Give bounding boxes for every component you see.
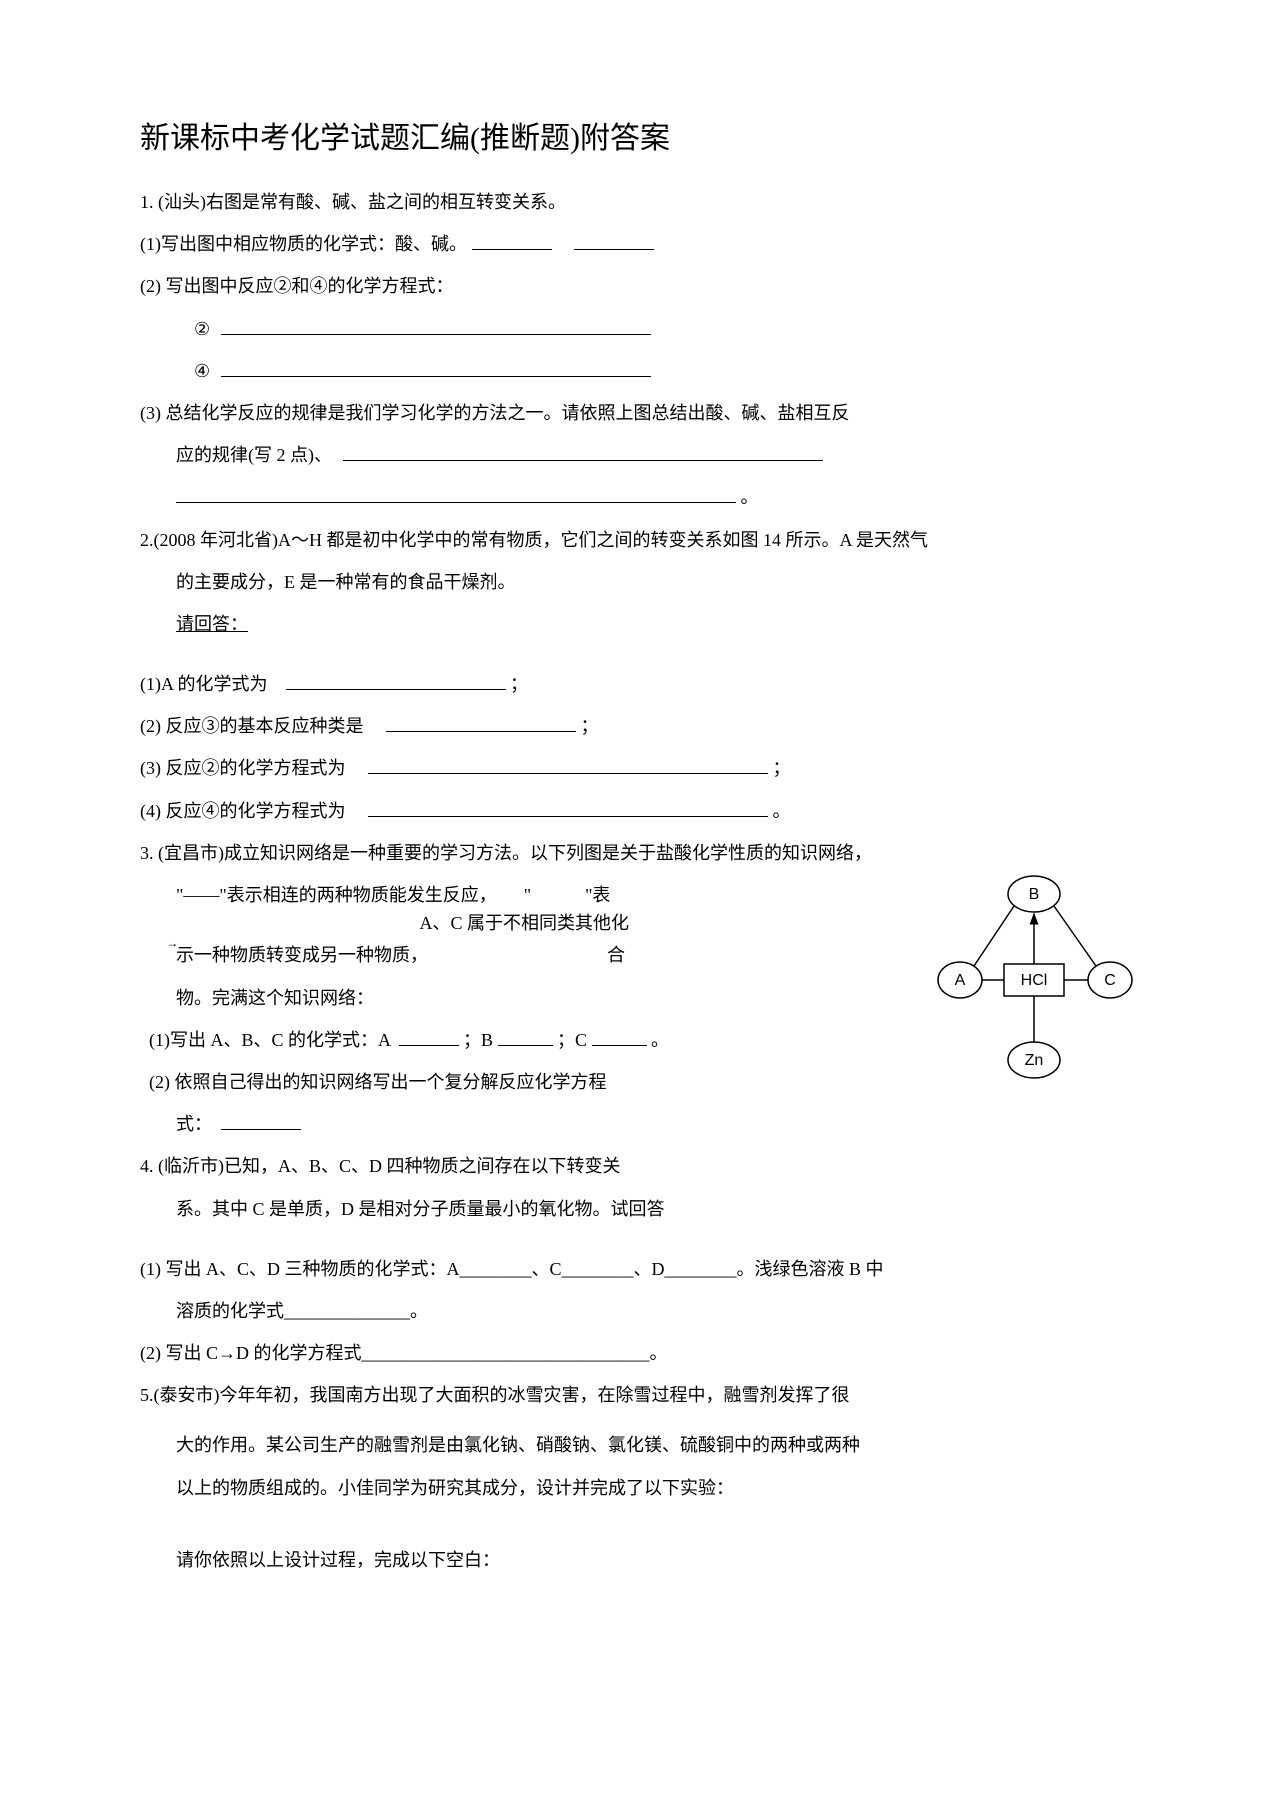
q3-p2-a: (2) 依照自己得出的知识网络写出一个复分解反应化学方程 bbox=[140, 1065, 780, 1099]
blank bbox=[286, 671, 506, 690]
q3-line2-a: 示一种物质转变成另一种物质， bbox=[176, 945, 428, 965]
q1-part2-b: ④ bbox=[194, 361, 210, 381]
q2-semi1: ； bbox=[510, 674, 528, 694]
q2-p1-line: (1)A 的化学式为 ； bbox=[140, 667, 1134, 701]
q1-part3-b: 应的规律(写 2 点)、 bbox=[176, 445, 332, 465]
spacer bbox=[140, 649, 1134, 667]
blank bbox=[176, 484, 736, 503]
q3-p2-b: 式： bbox=[176, 1114, 212, 1134]
q3-line2: 示一种物质转变成另一种物质， 合 → bbox=[140, 938, 780, 972]
q1-part2-a: ② bbox=[194, 319, 210, 339]
q2-semi2: ； bbox=[581, 716, 599, 736]
q2-semi3: ； bbox=[773, 758, 791, 778]
q4-p1-b: 溶质的化学式______________。 bbox=[140, 1294, 1134, 1328]
node-zn-label: Zn bbox=[1025, 1052, 1044, 1069]
blank bbox=[592, 1027, 647, 1046]
blank bbox=[221, 358, 651, 377]
q3-line1: "——"表示相连的两种物质能发生反应， " "表 bbox=[140, 878, 780, 912]
q2-p3: (3) 反应②的化学方程式为 bbox=[140, 758, 346, 778]
q2-p2-line: (2) 反应③的基本反应种类是 ； bbox=[140, 709, 1134, 743]
blank bbox=[386, 713, 576, 732]
q3-line3: 物。完满这个知识网络： bbox=[140, 981, 780, 1015]
q1-part1: (1)写出图中相应物质的化学式：酸、碱。 bbox=[140, 227, 1134, 261]
q1-part2-line-a: ② bbox=[140, 312, 1134, 346]
edge-a-b bbox=[974, 906, 1014, 966]
blank bbox=[472, 231, 552, 250]
q3-line1-d: A、C 属于不相同类其他化 bbox=[420, 913, 630, 933]
spacer bbox=[140, 1513, 1134, 1543]
q1-part3-blank2: 。 bbox=[140, 480, 1134, 514]
q4-stem-b: 系。其中 C 是单质，D 是相对分子质量最小的氧化物。试回答 bbox=[140, 1192, 1134, 1226]
q3-p1: (1)写出 A、B、C 的化学式：A bbox=[149, 1030, 390, 1050]
q4-p2: (2) 写出 C→D 的化学方程式_______________________… bbox=[140, 1336, 1134, 1370]
blank bbox=[399, 1027, 459, 1046]
q3-line2-b: 合 bbox=[607, 945, 625, 965]
q3-p1-line: (1)写出 A、B、C 的化学式：A ；B ；C 。 bbox=[140, 1023, 780, 1057]
page-title: 新课标中考化学试题汇编(推断题)附答案 bbox=[140, 110, 1134, 167]
spacer bbox=[140, 1234, 1134, 1252]
node-b-label: B bbox=[1029, 886, 1040, 903]
q1-part1-text: (1)写出图中相应物质的化学式：酸、碱。 bbox=[140, 234, 467, 254]
q3-line1-c: "表 bbox=[585, 885, 610, 905]
blank bbox=[368, 755, 768, 774]
q3-line1-b: " bbox=[524, 885, 531, 905]
q2-p4-line: (4) 反应④的化学方程式为 。 bbox=[140, 794, 1134, 828]
node-c-label: C bbox=[1104, 972, 1116, 989]
blank bbox=[498, 1027, 553, 1046]
q4-stem-a: 4. (临沂市)已知，A、B、C、D 四种物质之间存在以下转变关 bbox=[140, 1149, 1134, 1183]
q4-p1-a: (1) 写出 A、C、D 三种物质的化学式：A________、C_______… bbox=[140, 1252, 1134, 1286]
q1-period: 。 bbox=[741, 487, 759, 507]
q2-p1: (1)A 的化学式为 bbox=[140, 674, 268, 694]
q3-stem: 3. (宜昌市)成立知识网络是一种重要的学习方法。以下列图是关于盐酸化学性质的知… bbox=[140, 836, 1134, 870]
q5-body-a: 大的作用。某公司生产的融雪剂是由氯化钠、硝酸钠、氯化镁、硫酸铜中的两种或两种 bbox=[140, 1428, 1134, 1462]
q2-period: 。 bbox=[773, 801, 791, 821]
blank bbox=[221, 316, 651, 335]
document-page: 新课标中考化学试题汇编(推断题)附答案 1. (汕头)右图是常有酸、碱、盐之间的… bbox=[0, 0, 1274, 1804]
blank bbox=[343, 442, 823, 461]
arrow-icon: → bbox=[166, 932, 178, 955]
blank bbox=[368, 798, 768, 817]
q3-p1-c: ；C bbox=[557, 1030, 587, 1050]
q1-part3-b-line: 应的规律(写 2 点)、 bbox=[140, 438, 1134, 472]
q1-stem: 1. (汕头)右图是常有酸、碱、盐之间的相互转变关系。 bbox=[140, 185, 1134, 219]
q1-part2-head: (2) 写出图中反应②和④的化学方程式： bbox=[140, 269, 1134, 303]
q2-stem-c: 请回答： bbox=[140, 607, 248, 641]
spacer bbox=[140, 1420, 1134, 1428]
q5-body-b: 以上的物质组成的。小佳同学为研究其成分，设计并完成了以下实验： bbox=[140, 1471, 1134, 1505]
q1-part3-a: (3) 总结化学反应的规律是我们学习化学的方法之一。请依照上图总结出酸、碱、盐相… bbox=[140, 396, 1134, 430]
node-hcl-label: HCl bbox=[1021, 972, 1048, 989]
q5-tail: 请你依照以上设计过程，完成以下空白： bbox=[140, 1543, 1134, 1577]
q3-block: 3. (宜昌市)成立知识网络是一种重要的学习方法。以下列图是关于盐酸化学性质的知… bbox=[140, 836, 1134, 1142]
q5-stem: 5.(泰安市)今年年初，我国南方出现了大面积的冰雪灾害，在除雪过程中，融雪剂发挥… bbox=[140, 1378, 1134, 1412]
q1-part2-line-b: ④ bbox=[140, 354, 1134, 388]
q2-p2: (2) 反应③的基本反应种类是 bbox=[140, 716, 364, 736]
blank bbox=[574, 231, 654, 250]
q3-p2-b-line: 式： bbox=[140, 1107, 780, 1141]
q2-stem-a: 2.(2008 年河北省)A～H 都是初中化学中的常有物质，它们之间的转变关系如… bbox=[140, 523, 1134, 557]
q3-p1-end: 。 bbox=[651, 1030, 669, 1050]
blank bbox=[221, 1111, 301, 1130]
edge-c-b bbox=[1054, 906, 1096, 966]
q2-stem-b: 的主要成分，E 是一种常有的食品干燥剂。 bbox=[140, 565, 1134, 599]
q3-p1-b: ；B bbox=[463, 1030, 493, 1050]
q2-p4: (4) 反应④的化学方程式为 bbox=[140, 801, 346, 821]
q2-p3-line: (3) 反应②的化学方程式为 ； bbox=[140, 751, 1134, 785]
q3-text-col: "——"表示相连的两种物质能发生反应， " "表 A、C 属于不相同类其他化 示… bbox=[140, 878, 780, 1141]
q3-line1-a: "——"表示相连的两种物质能发生反应， bbox=[176, 885, 497, 905]
node-a-label: A bbox=[955, 972, 966, 989]
q3-body-wrap: "——"表示相连的两种物质能发生反应， " "表 A、C 属于不相同类其他化 示… bbox=[140, 878, 1134, 1141]
q3-diagram: B HCl A C Zn bbox=[934, 872, 1134, 1082]
